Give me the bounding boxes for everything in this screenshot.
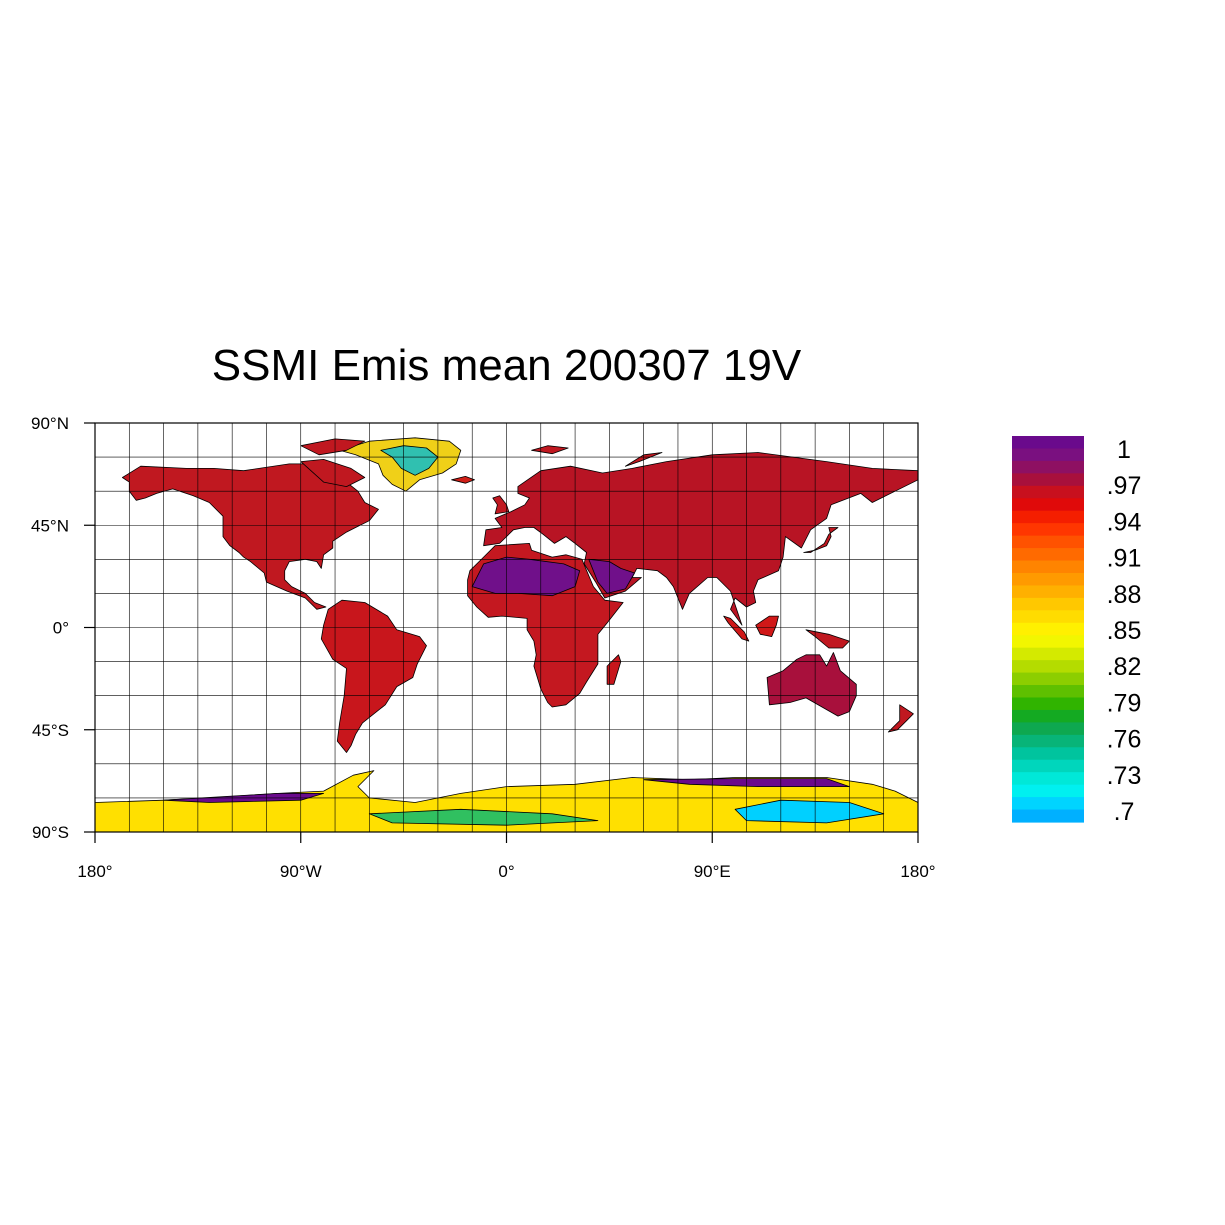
region-madagascar: [606, 654, 622, 685]
colorbar-swatch: [1012, 523, 1084, 537]
x-tick-label: 0°: [498, 862, 514, 881]
colorbar-swatch: [1012, 510, 1084, 524]
region-greenland-interior: [380, 445, 439, 476]
colorbar-swatch: [1012, 610, 1084, 624]
colorbar-swatch: [1012, 709, 1084, 723]
colorbar-swatch: [1012, 548, 1084, 562]
colorbar-swatch: [1012, 436, 1084, 450]
colorbar-label: .73: [1107, 762, 1142, 790]
colorbar-label: .94: [1107, 508, 1142, 536]
colorbar-swatch: [1012, 772, 1084, 786]
colorbar-swatch: [1012, 797, 1084, 811]
colorbar-swatch: [1012, 747, 1084, 761]
colorbar-label: .85: [1107, 617, 1142, 645]
x-tick-label: 90°E: [694, 862, 731, 881]
colorbar-label: .82: [1107, 653, 1142, 681]
colorbar-label: .76: [1107, 726, 1142, 754]
colorbar-swatch: [1012, 597, 1084, 611]
region-uk: [492, 495, 510, 515]
y-tick-label: 90°S: [32, 823, 69, 842]
colorbar-swatch: [1012, 784, 1084, 798]
colorbar-label: .91: [1107, 545, 1142, 573]
x-tick-label: 90°W: [280, 862, 322, 881]
colorbar-swatch: [1012, 647, 1084, 661]
colorbar-swatch: [1012, 448, 1084, 462]
colorbar-swatch: [1012, 734, 1084, 748]
colorbar-swatch: [1012, 585, 1084, 599]
colorbar: 1 .97 .94 .91 .88 .85 .82 .79 .76 .73 .7: [1012, 436, 1141, 826]
region-sumatra: [723, 615, 750, 642]
colorbar-label: .7: [1114, 798, 1135, 826]
x-tick-label: 180°: [77, 862, 112, 881]
colorbar-label: .88: [1107, 581, 1142, 609]
region-arabia: [588, 558, 635, 594]
region-ellesmere: [300, 438, 366, 456]
x-tick-label: 180°: [900, 862, 935, 881]
colorbar-label: .97: [1107, 472, 1142, 500]
colorbar-swatch: [1012, 572, 1084, 587]
colorbar-swatch: [1012, 635, 1084, 649]
y-tick-label: 45°S: [32, 721, 69, 740]
colorbar-swatch: [1012, 473, 1084, 487]
y-tick-label: 0°: [53, 619, 69, 638]
region-japan: [803, 527, 839, 553]
y-tick-label: 45°N: [31, 516, 69, 535]
colorbar-swatch: [1012, 622, 1084, 636]
axis-ticks: 180° 90°W 0° 90°E 180° 90°N 45°N 0° 45°S 90°S: [31, 414, 936, 881]
colorbar-label: .79: [1107, 689, 1142, 717]
colorbar-swatch: [1012, 460, 1084, 474]
page-title: SSMI Emis mean 200307 19V: [211, 341, 802, 390]
region-borneo: [755, 615, 779, 637]
colorbar-swatch: [1012, 672, 1084, 686]
colorbar-swatch: [1012, 685, 1084, 699]
colorbar-swatch: [1012, 560, 1084, 574]
colorbar-swatch: [1012, 660, 1084, 674]
region-baffin: [300, 458, 366, 488]
region-eurasia: [483, 452, 918, 626]
colorbar-swatch: [1012, 485, 1084, 499]
colorbar-swatch: [1012, 697, 1084, 711]
colorbar-swatch: [1012, 498, 1084, 512]
y-tick-label: 90°N: [31, 414, 69, 433]
region-australia: [766, 652, 857, 717]
region-north-america: [122, 463, 379, 610]
graticule: [95, 423, 918, 832]
colorbar-label: 1: [1117, 436, 1131, 464]
colorbar-swatch: [1012, 722, 1084, 736]
colorbar-swatch: [1012, 759, 1084, 773]
region-iceland: [451, 475, 475, 484]
colorbar-swatch: [1012, 809, 1084, 823]
colorbar-swatch: [1012, 535, 1084, 549]
